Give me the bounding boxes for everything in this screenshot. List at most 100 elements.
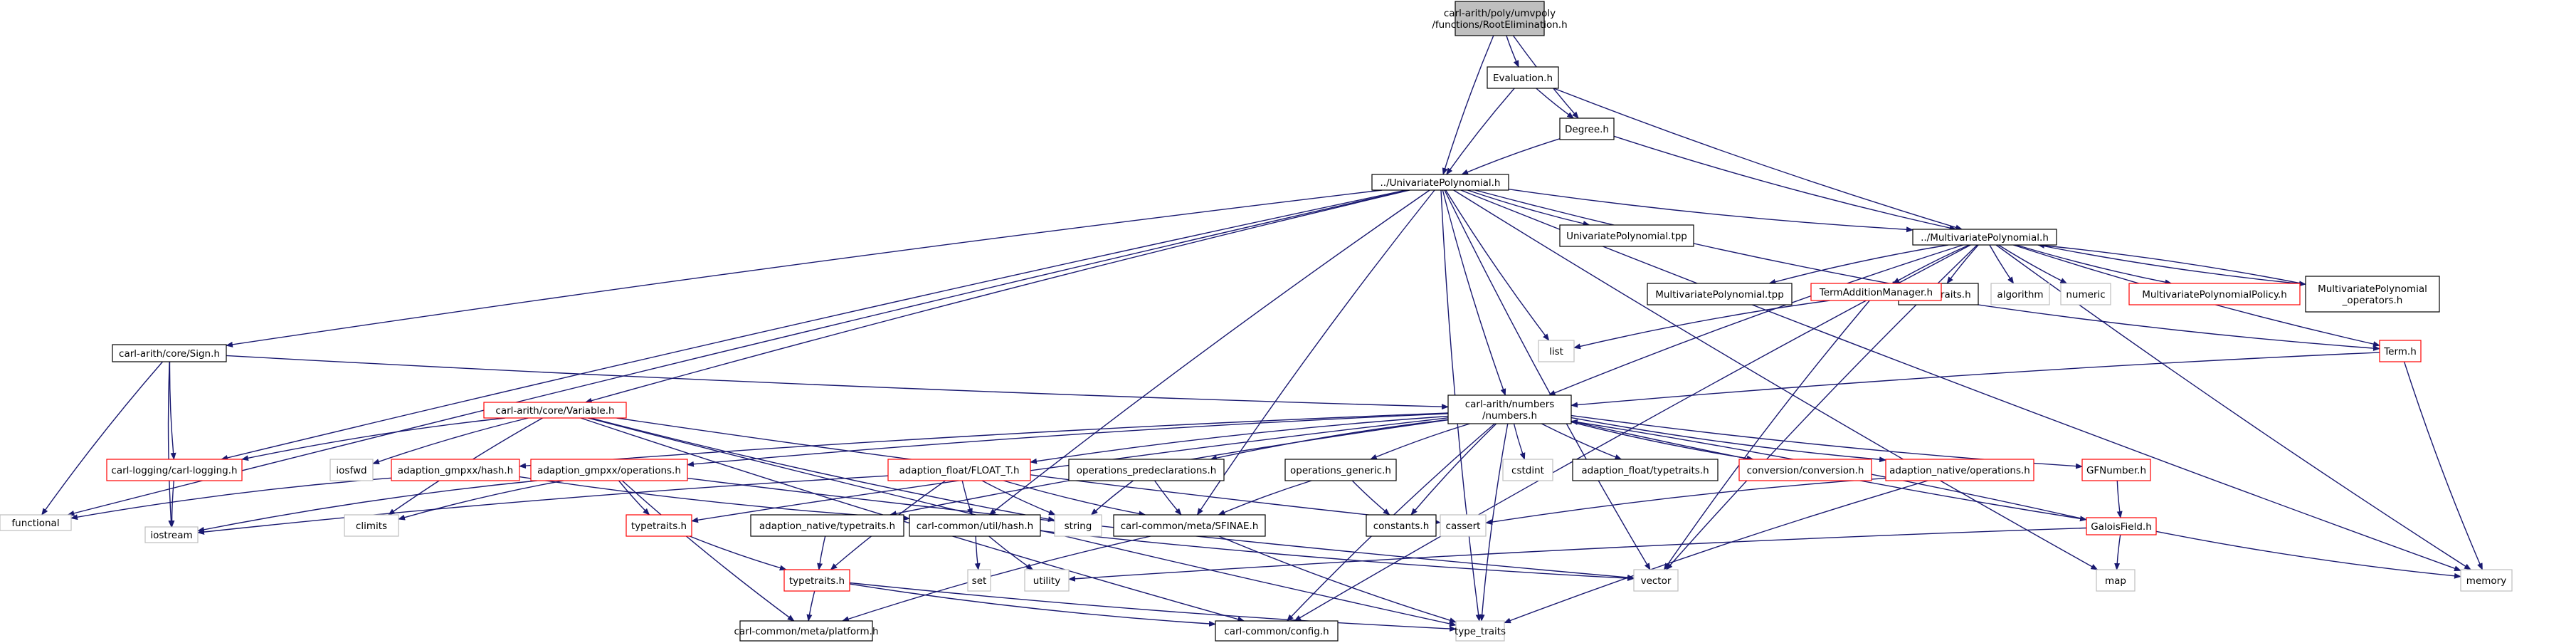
edge-multivariate-to-mv-operators [2037, 244, 2306, 287]
node-vector[interactable]: vector [1633, 569, 1679, 592]
node-float-typetraits[interactable]: adaption_float/typetraits.h [1572, 459, 1719, 481]
node-label: operations_predeclarations.h [1077, 465, 1217, 476]
edge-multivariate-to-mv-policy [2016, 244, 2173, 286]
node-box [1912, 229, 2057, 246]
node-ops-generic[interactable]: operations_generic.h [1284, 459, 1397, 481]
node-numbers[interactable]: carl-arith/numbers/numbers.h [1447, 394, 1572, 424]
node-label: /functions/RootElimination.h [1432, 19, 1567, 31]
node-carl-logging[interactable]: carl-logging/carl-logging.h [106, 459, 243, 481]
node-climits[interactable]: climits [344, 514, 399, 537]
edge-native-typetraits-to-typetraits-red2 [817, 535, 826, 570]
node-sign[interactable]: carl-arith/core/Sign.h [112, 344, 227, 362]
node-box [1538, 340, 1575, 362]
edge-sign-to-iostream [167, 361, 174, 528]
node-numeric[interactable]: numeric [2060, 283, 2111, 305]
node-typetraits-red2[interactable]: typetraits.h [783, 569, 850, 592]
node-constants[interactable]: constants.h [1366, 514, 1437, 537]
node-gmpxx-hash[interactable]: adaption_gmpxx/hash.h [391, 459, 520, 481]
node-label: utility [1033, 575, 1060, 587]
edge-float-t-to-hash [961, 480, 973, 516]
node-mv-policy[interactable]: MultivariatePolynomialPolicy.h [2128, 283, 2301, 305]
edge-gmpxx-ops-to-typetraits-red1 [618, 480, 650, 516]
node-conversion[interactable]: conversion/conversion.h [1738, 459, 1872, 481]
edge-typetraits-red1-to-typetraits-red2 [689, 535, 787, 571]
node-degree[interactable]: Degree.h [1559, 117, 1615, 140]
node-variable[interactable]: carl-arith/core/Variable.h [483, 402, 627, 419]
node-galoisfield[interactable]: GaloisField.h [2086, 517, 2157, 535]
node-label: adaption_gmpxx/hash.h [398, 465, 513, 476]
node-univariate-tpp[interactable]: UnivariatePolynomial.tpp [1559, 224, 1694, 247]
edge-univariate-to-hash [988, 189, 1430, 516]
node-cassert[interactable]: cassert [1440, 514, 1487, 537]
node-list[interactable]: list [1538, 340, 1575, 362]
node-config[interactable]: carl-common/config.h [1215, 620, 1339, 642]
edge-univariate-to-sign [226, 189, 1383, 347]
node-box [750, 514, 904, 537]
node-box [1440, 514, 1487, 537]
node-label: cstdint [1511, 465, 1544, 476]
edge-ops-generic-to-constants [1351, 480, 1390, 516]
node-box [483, 402, 627, 419]
node-box [1455, 1, 1545, 36]
node-label: carl-logging/carl-logging.h [111, 465, 237, 476]
edge-gmpxx-ops-to-platform [621, 480, 795, 622]
node-ops-predecl[interactable]: operations_predeclarations.h [1068, 459, 1225, 481]
node-hash[interactable]: carl-common/util/hash.h [909, 514, 1041, 537]
edge-univariate-to-carl-logging [221, 189, 1406, 461]
node-typetraits-red1[interactable]: typetraits.h [625, 514, 692, 537]
node-set[interactable]: set [967, 569, 991, 592]
node-term[interactable]: Term.h [2379, 340, 2422, 362]
node-memory[interactable]: memory [2460, 569, 2513, 592]
node-label: MultivariatePolynomialPolicy.h [2142, 289, 2287, 300]
node-box [1447, 394, 1572, 424]
edge-sign-to-numbers [226, 355, 1449, 410]
node-platform[interactable]: carl-common/meta/platform.h [734, 620, 879, 642]
node-mv-operators[interactable]: MultivariatePolynomial_operators.h [2305, 276, 2440, 313]
node-multivariate-tpp[interactable]: MultivariatePolynomial.tpp [1647, 283, 1793, 305]
node-box [2086, 517, 2157, 535]
node-utility[interactable]: utility [1024, 569, 1070, 592]
node-cstdint[interactable]: cstdint [1502, 459, 1553, 481]
node-float-t[interactable]: adaption_float/FLOAT_T.h [887, 459, 1031, 481]
edge-term-to-memory [2403, 361, 2483, 570]
edge-degree-to-multivariate [1613, 135, 1957, 231]
node-type-traits[interactable]: type_traits [1455, 620, 1506, 642]
node-label: memory [2466, 575, 2506, 587]
node-label: carl-arith/core/Variable.h [495, 405, 614, 417]
node-native-typetraits[interactable]: adaption_native/typetraits.h [750, 514, 904, 537]
edge-univariate-to-map [1453, 189, 2099, 570]
node-iostream[interactable]: iostream [144, 526, 199, 543]
node-box [106, 459, 243, 481]
node-box [625, 514, 692, 537]
edge-gmpxx-ops-to-climits [398, 480, 564, 521]
edge-univariate-to-list [1445, 189, 1550, 341]
node-multivariate[interactable]: ../MultivariatePolynomial.h [1912, 229, 2057, 246]
node-iosfwd[interactable]: iosfwd [329, 459, 374, 481]
edge-numbers-to-ops-predecl [1210, 419, 1449, 461]
node-map[interactable]: map [2096, 569, 2136, 592]
edge-numbers-to-cstdint [1513, 423, 1526, 460]
node-gmpxx-ops[interactable]: adaption_gmpxx/operations.h [530, 459, 688, 481]
edge-univariate-to-memory [1460, 189, 2461, 571]
node-box [2096, 569, 2136, 592]
node-box [1647, 283, 1793, 305]
node-native-ops[interactable]: adaption_native/operations.h [1885, 459, 2034, 481]
node-label: set [972, 575, 987, 587]
node-root[interactable]: carl-arith/poly/umvpoly/functions/RootEl… [1432, 1, 1568, 36]
edge-numbers-to-constants [1410, 423, 1497, 516]
node-algorithm[interactable]: algorithm [1990, 283, 2050, 305]
edge-galoisfield-to-utility [1068, 527, 2087, 582]
node-sfinae[interactable]: carl-common/meta/SFINAE.h [1113, 514, 1266, 537]
node-evaluation[interactable]: Evaluation.h [1487, 66, 1559, 89]
edge-root-to-univariate [1442, 35, 1494, 175]
node-univariate[interactable]: ../UnivariatePolynomial.h [1371, 174, 1509, 191]
node-gfnumber[interactable]: GFNumber.h [2081, 459, 2151, 481]
edge-gmpxx-hash-to-functional [70, 477, 392, 521]
node-string[interactable]: string [1054, 514, 1102, 537]
node-term-addition[interactable]: TermAdditionManager.h [1810, 283, 1942, 301]
edge-numbers-to-gmpxx-ops [687, 413, 1449, 467]
node-label: TermAdditionManager.h [1819, 287, 1933, 298]
node-functional[interactable]: functional [0, 514, 72, 531]
node-label: conversion/conversion.h [1747, 465, 1864, 476]
